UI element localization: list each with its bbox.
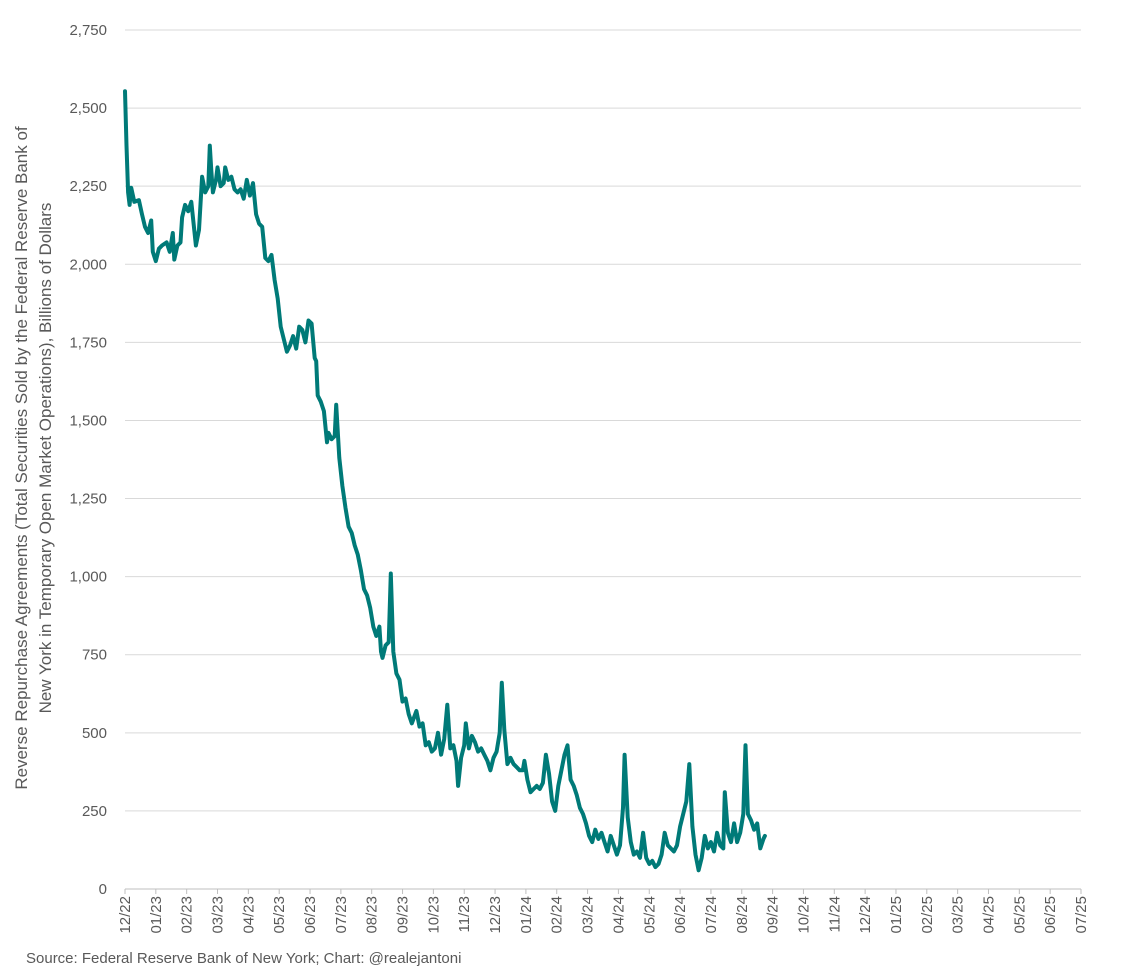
x-tick-label: 04/25 bbox=[980, 896, 997, 934]
x-tick-label: 10/23 bbox=[425, 896, 442, 934]
x-tick-label: 08/23 bbox=[364, 896, 381, 934]
y-tick-label: 2,250 bbox=[69, 178, 107, 195]
y-tick-label: 1,000 bbox=[69, 569, 107, 586]
x-tick-label: 12/24 bbox=[857, 896, 874, 934]
x-tick-label: 06/23 bbox=[302, 896, 319, 934]
x-tick-label: 04/24 bbox=[610, 896, 627, 934]
series-line bbox=[123, 89, 767, 873]
x-tick-label: 05/24 bbox=[641, 896, 658, 934]
x-tick-label: 12/23 bbox=[487, 896, 504, 934]
x-tick-label: 01/25 bbox=[888, 896, 905, 934]
line-layer bbox=[123, 89, 767, 873]
x-tick-label: 07/23 bbox=[333, 896, 350, 934]
x-tick-label: 12/22 bbox=[117, 896, 134, 934]
y-tick-label: 1,500 bbox=[69, 412, 107, 429]
x-tick-label: 03/24 bbox=[580, 896, 597, 934]
x-tick-label: 04/23 bbox=[240, 896, 257, 934]
x-tick-label: 03/23 bbox=[210, 896, 227, 934]
y-tick-label: 1,250 bbox=[69, 491, 107, 508]
x-tick-label: 09/24 bbox=[765, 896, 782, 934]
x-tick-label: 11/24 bbox=[826, 896, 843, 932]
x-tick-label: 05/23 bbox=[271, 896, 288, 934]
y-tick-label: 2,500 bbox=[69, 100, 107, 117]
x-tick-label: 07/24 bbox=[703, 896, 720, 934]
y-tick-label: 250 bbox=[82, 803, 107, 820]
y-tick-label: 750 bbox=[82, 647, 107, 664]
x-tick-label: 02/24 bbox=[549, 896, 566, 934]
x-tick-label: 09/23 bbox=[395, 896, 412, 934]
x-tick-label: 02/23 bbox=[179, 896, 196, 934]
y-tick-label: 0 bbox=[99, 881, 107, 898]
y-tick-label: 500 bbox=[82, 725, 107, 742]
x-tick-label: 05/25 bbox=[1011, 896, 1028, 934]
y-tick-label: 1,750 bbox=[69, 334, 107, 351]
x-tick-label: 06/24 bbox=[672, 896, 689, 934]
x-tick-label: 03/25 bbox=[950, 896, 967, 934]
x-tick-label: 02/25 bbox=[919, 896, 936, 934]
source-note: Source: Federal Reserve Bank of New York… bbox=[26, 950, 462, 967]
x-tick-label: 01/24 bbox=[518, 896, 535, 934]
x-tick-label: 07/25 bbox=[1073, 896, 1090, 934]
x-tick-label: 08/24 bbox=[734, 896, 751, 934]
y-axis-label-line-2: New York in Temporary Open Market Operat… bbox=[36, 203, 55, 714]
grid-layer bbox=[125, 29, 1081, 812]
x-tick-label: 10/24 bbox=[795, 896, 812, 934]
y-axis-label-line-1: Reverse Repurchase Agreements (Total Sec… bbox=[12, 126, 31, 790]
axis-layer: 0 250 500 750 1,000 1,250 1,500 1,750 2,000 2,250… bbox=[69, 22, 1090, 934]
y-tick-label: 2,750 bbox=[69, 22, 107, 39]
x-tick-label: 06/25 bbox=[1042, 896, 1059, 934]
x-tick-label: 11/23 bbox=[456, 896, 473, 932]
x-tick-label: 01/23 bbox=[148, 896, 165, 934]
y-tick-label: 2,000 bbox=[69, 256, 107, 273]
